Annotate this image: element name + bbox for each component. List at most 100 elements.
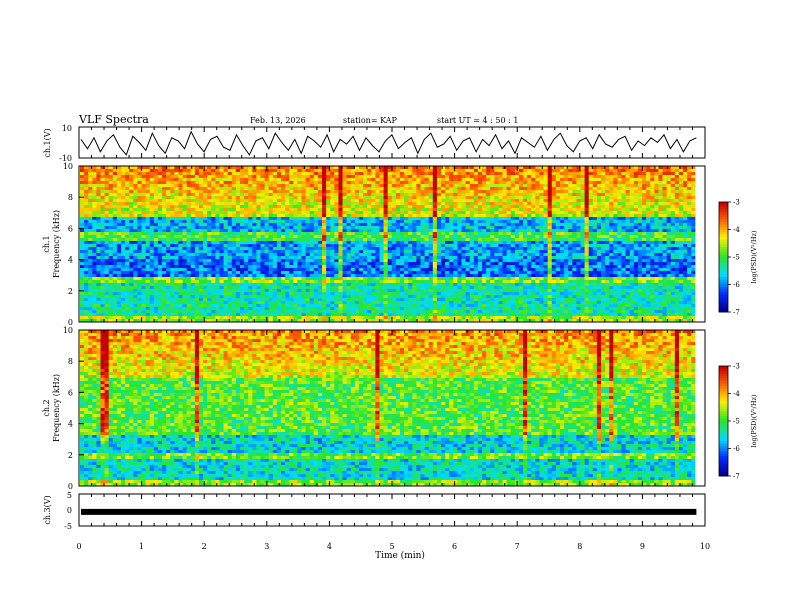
ch1-colorbar-swatch [719,272,728,275]
ch2-colorbar-swatch [719,433,728,437]
ch1-colorbar-swatch [719,274,728,278]
ch2-colorbar-swatch [719,436,728,439]
ch1-colorbar-swatch [719,309,728,313]
ch1-colorbar-swatch [719,257,728,260]
ch2-colorbar-swatch [719,473,728,477]
ch2-colorbar-swatch [719,421,728,424]
ch2-colorbar-swatch [719,393,728,397]
ch1-colorbar-swatch [719,254,728,258]
ch1-colorbar-swatch [719,282,728,285]
ch1-colorbar-swatch [719,269,728,273]
ch2-colorbar-swatch [719,373,728,377]
ch2-colorbar-swatch [719,413,728,417]
ch1-spectrogram-channel-label: ch.1 [42,235,51,252]
ch1-colorbar-swatch [719,304,728,308]
ch1-colorbar-swatch [719,259,728,263]
ch2-colorbar-swatch [719,458,728,462]
ch1-colorbar-swatch [719,214,728,218]
ch2-colorbar-swatch [719,468,728,472]
ch2-colorbar-swatch [719,401,728,404]
date-label: Feb. 13, 2026 [250,116,306,125]
ch2-colorbar-swatch [719,441,728,444]
ch1-colorbar-swatch [719,242,728,245]
ch1-spectrogram-ytick-label: 0 [68,318,73,327]
ch1-colorbar-swatch [719,244,728,248]
ch2-colorbar-swatch [719,443,728,447]
ch1-colorbar-swatch [719,237,728,240]
ch1-colorbar-swatch [719,252,728,255]
ch1-colorbar-swatch [719,224,728,228]
ch1-colorbar-swatch [719,219,728,223]
ch2-colorbar-swatch [719,451,728,454]
ch2-colorbar-swatch [719,406,728,409]
ch2-colorbar-swatch [719,416,728,419]
ch2-colorbar-swatch [719,426,728,429]
ch1-colorbar-swatch [719,229,728,233]
time-tick-label: 4 [327,542,332,551]
ch1-ytick-bottom: -10 [59,154,72,163]
ch2-colorbar-swatch [719,446,728,449]
time-axis-label: Time (min) [375,550,425,561]
ch1-spectrogram-ytick-label: 8 [68,193,73,202]
ch2-colorbar-swatch [719,438,728,442]
ch2-colorbar-swatch [719,388,728,392]
ch2-colorbar-tick-label: -7 [733,473,740,481]
ch2-colorbar-swatch [719,383,728,387]
ch2-spectrogram-ytick-label: 2 [68,451,73,460]
ch1-colorbar-swatch [719,222,728,225]
ch2-spectrogram-ytick-label: 8 [68,357,73,366]
ch2-colorbar-swatch [719,461,728,464]
ch1-colorbar-swatch [719,204,728,208]
ch1-waveform-frame [78,126,706,159]
ch2-colorbar-tick-label: -5 [733,418,740,426]
ch1-colorbar-swatch [719,292,728,295]
ch2-colorbar-swatch [719,418,728,422]
ch1-spectrogram-ylabel: Frequency (kHz) [52,210,61,278]
ch1-waveform-ylabel: ch.1(V) [43,128,52,157]
ch2-colorbar-swatch [719,456,728,459]
ch1-colorbar-swatch [719,267,728,270]
ch3-waveform-ylabel: ch.3(V) [43,495,52,524]
time-tick-label: 0 [76,542,81,551]
time-tick-labels: 0 1 2 3 4 5 6 7 8 9 10 [76,542,710,551]
ch1-colorbar-swatch [719,284,728,288]
ch2-colorbar-swatch [719,368,728,372]
ch1-colorbar-swatch [719,297,728,300]
ch1-spectrogram-ytick-label: 4 [68,256,73,265]
ch2-spectrogram-image [80,330,705,487]
time-tick-label: 8 [577,542,582,551]
ch2-colorbar-label: log(PSD)(V²/Hz) [750,394,758,447]
ch2-colorbar-swatch [719,408,728,412]
ch1-colorbar-swatch [719,232,728,235]
ch2-spectrogram-ytick-label: 6 [68,388,73,397]
ch1-colorbar-tick-label: -4 [733,226,740,234]
ch1-spectrogram-yticks: 0 2 4 6 8 10 [63,162,84,327]
ch2-spectrogram-yticks: 0 2 4 6 8 10 [63,326,84,491]
time-tick-label: 5 [389,542,394,551]
ch1-colorbar-swatch [719,234,728,238]
time-tick-label: 3 [264,542,269,551]
ch2-spectrogram-channel-label: ch.2 [42,399,51,416]
ch1-colorbar-swatch [719,294,728,298]
ch3-ytick-bottom: -5 [64,522,72,531]
ch1-colorbar-swatch [719,299,728,303]
time-tick-label: 10 [700,542,710,551]
ch1-colorbar-tick-label: -7 [733,309,740,317]
ch2-colorbar-swatch [719,448,728,452]
ch1-colorbar-tick-label: -6 [733,281,740,289]
start-time-label: start UT = 4 : 50 : 1 [437,116,518,125]
ch1-spectrogram-ytick-label: 6 [68,224,73,233]
ch2-colorbar-swatch [719,411,728,414]
ch1-colorbar-swatch [719,239,728,243]
ch2-colorbar-swatch [719,386,728,389]
ch1-colorbar-swatch [719,289,728,293]
ch2-colorbar-swatch [719,471,728,474]
ch2-colorbar: -3 -4 -5 -6 -7 log(PSD)(V²/Hz) [718,363,758,481]
ch3-ytick-top: 5 [67,491,72,500]
ch1-colorbar-swatch [719,207,728,210]
ch1-waveform-panel: 10 -10 ch.1(V) [43,124,706,163]
ch1-waveform-line [80,130,697,156]
ch2-colorbar-swatch [719,391,728,394]
time-ticks [78,127,706,526]
ch1-colorbar-swatch [719,202,728,205]
